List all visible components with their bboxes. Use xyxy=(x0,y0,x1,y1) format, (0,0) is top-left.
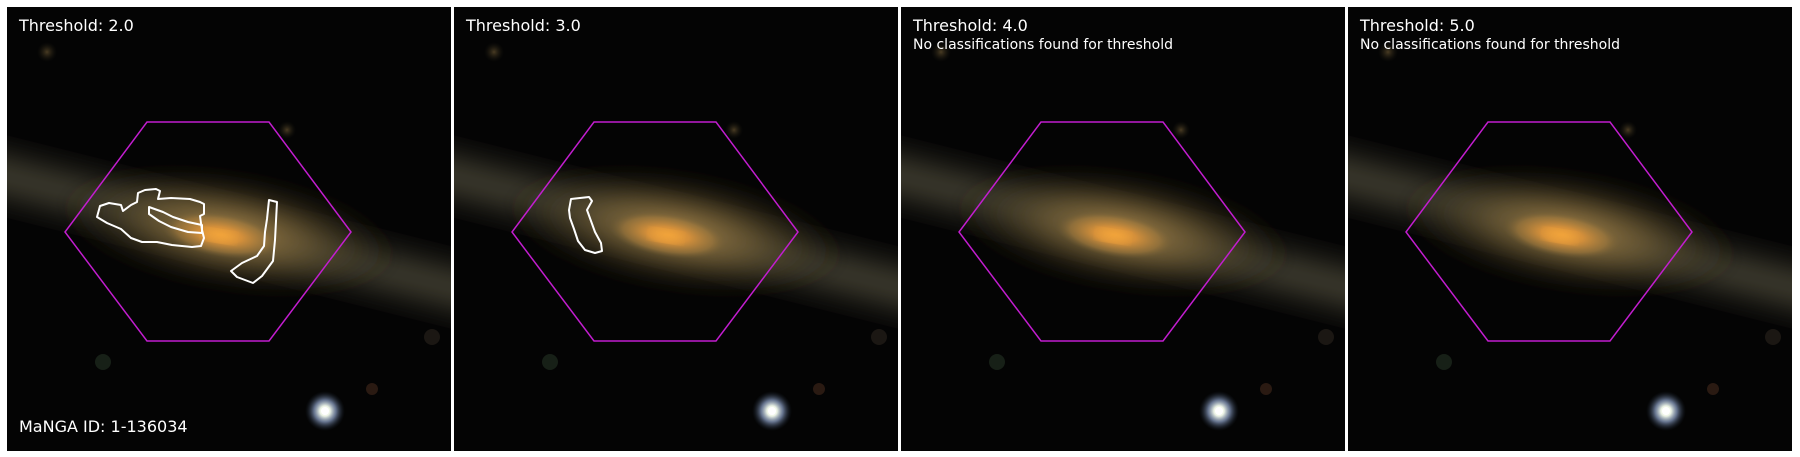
galaxy-image xyxy=(7,7,451,451)
galaxy-image xyxy=(454,7,898,451)
panel-threshold-2: Threshold: 2.0 MaNGA ID: 1-136034 xyxy=(7,7,451,451)
galaxy-image xyxy=(901,7,1345,451)
panel-threshold-4: Threshold: 4.0 No classifications found … xyxy=(901,7,1345,451)
galaxy-image xyxy=(1348,7,1792,451)
threshold-label: Threshold: 5.0 xyxy=(1360,16,1475,35)
threshold-label: Threshold: 4.0 xyxy=(913,16,1028,35)
threshold-label: Threshold: 2.0 xyxy=(19,16,134,35)
threshold-label: Threshold: 3.0 xyxy=(466,16,581,35)
classification-contour xyxy=(230,199,278,284)
panel-threshold-5: Threshold: 5.0 No classifications found … xyxy=(1348,7,1792,451)
no-classifications-note: No classifications found for threshold xyxy=(913,37,1173,53)
no-classifications-note: No classifications found for threshold xyxy=(1360,37,1620,53)
panel-threshold-3: Threshold: 3.0 xyxy=(454,7,898,451)
classification-contour xyxy=(96,188,205,248)
classification-contour xyxy=(568,196,603,254)
manga-id-label: MaNGA ID: 1-136034 xyxy=(19,417,188,436)
classification-contour xyxy=(148,206,203,234)
